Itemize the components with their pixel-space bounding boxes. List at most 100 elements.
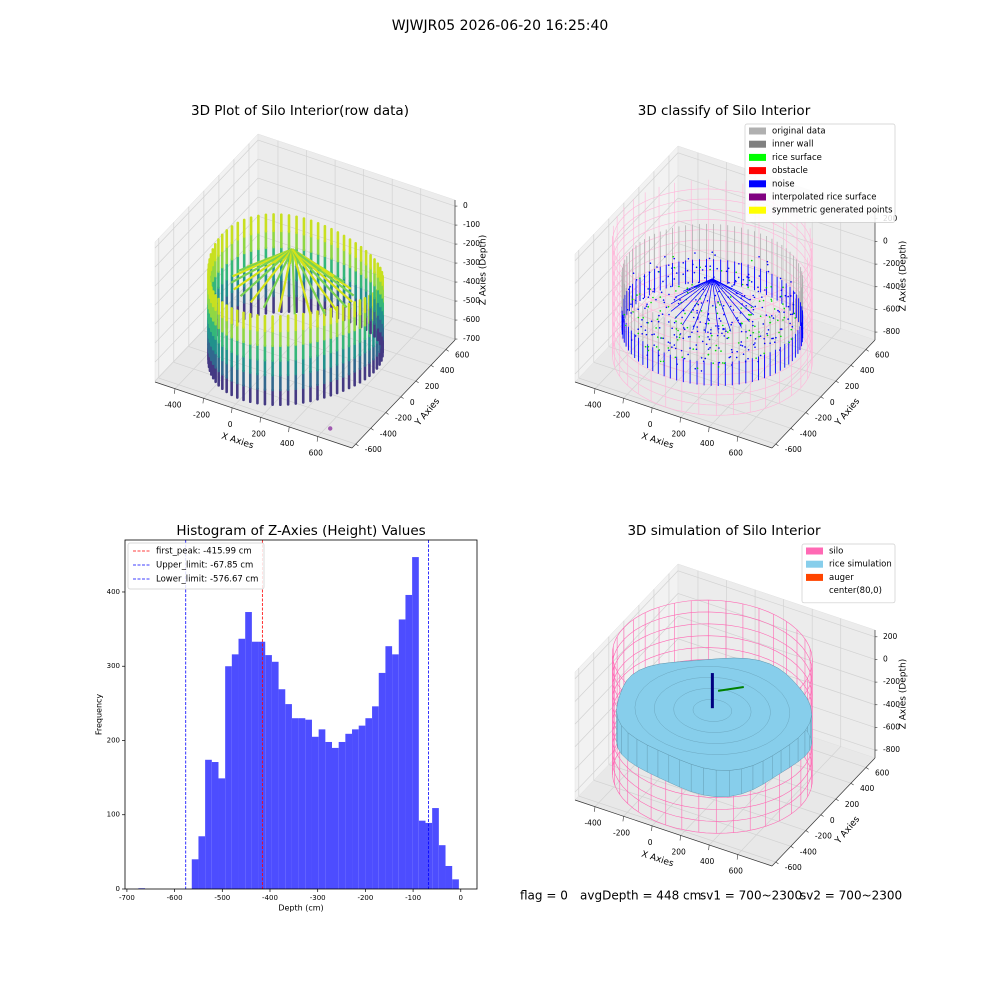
rice-surface — [657, 749, 669, 783]
point-cloud-dot — [782, 303, 784, 305]
histogram-bar — [191, 859, 199, 889]
histogram-bar — [258, 641, 266, 889]
point-cloud-dot — [753, 343, 755, 346]
grid-line — [154, 158, 259, 268]
point-cloud-dot — [644, 307, 646, 310]
status-text: sv1 = 700~2300 — [700, 889, 802, 903]
tick-mark — [651, 825, 653, 831]
point-cloud-dot — [667, 275, 670, 278]
y-tick-label: 400 — [860, 366, 875, 375]
point-cloud-dot — [632, 311, 634, 313]
x-tick-label: -100 — [405, 894, 421, 902]
point-cloud-dot — [755, 357, 757, 359]
point-cloud-dot — [713, 276, 715, 278]
point-cloud-dot — [691, 331, 693, 334]
point-cloud-dot — [770, 315, 773, 317]
point-cloud-dot — [736, 350, 738, 353]
point-cloud-dot — [641, 318, 643, 321]
axis-line — [574, 799, 773, 867]
point-cloud-dot — [790, 281, 792, 283]
x-tick-label: 600 — [729, 449, 744, 458]
point-cloud-dot — [662, 299, 665, 301]
point-cloud-dot — [700, 310, 703, 312]
point-cloud-dot — [650, 320, 653, 323]
rice-surface — [691, 763, 704, 796]
point-cloud-dot — [769, 342, 771, 344]
point-cloud-dot — [721, 362, 724, 364]
legend-swatch — [806, 573, 823, 581]
point-cloud-dot — [657, 320, 660, 323]
rice-surface — [741, 765, 754, 795]
histogram-bar — [412, 557, 419, 889]
x-tick-label: -400 — [262, 894, 278, 902]
point-cloud-dot — [721, 332, 723, 335]
point-cloud-dot — [766, 260, 769, 263]
point-cloud-dot — [686, 326, 689, 329]
point-cloud-stroke — [277, 249, 294, 313]
point-cloud-dot — [683, 328, 686, 331]
point-cloud-stroke — [291, 248, 348, 309]
point-cloud-dot — [660, 291, 663, 294]
subplot-title: 3D Plot of Silo Interior(row data) — [191, 103, 409, 119]
point-cloud-dot — [720, 269, 723, 272]
grid-line — [623, 330, 821, 398]
x-tick-label: 400 — [700, 857, 715, 866]
point-cloud-stroke — [291, 248, 312, 316]
point-cloud-dot — [765, 314, 768, 316]
point-cloud-stroke — [712, 278, 719, 334]
point-cloud-dot — [728, 356, 731, 359]
x-tick-label: -200 — [193, 410, 210, 419]
rice-surface — [716, 769, 730, 797]
y-tick-label: -400 — [800, 429, 817, 438]
point-cloud-dot — [686, 291, 689, 294]
point-cloud-dot — [636, 294, 638, 296]
point-cloud-dot — [629, 285, 631, 288]
point-cloud-dot — [748, 279, 751, 282]
point-cloud-dot — [630, 312, 632, 314]
grid-line — [154, 215, 259, 325]
point-cloud-dot — [672, 255, 675, 258]
rice-mesh — [634, 666, 790, 755]
point-cloud-dot — [676, 336, 678, 338]
point-cloud-dot — [754, 337, 757, 340]
z-tick-label: -400 — [883, 700, 900, 709]
point-cloud-dot — [725, 270, 728, 273]
legend-label: inner wall — [772, 140, 813, 150]
z-tick-label: 0 — [463, 201, 468, 210]
point-cloud-dot — [714, 254, 716, 256]
point-cloud-dot — [682, 337, 685, 340]
grid-line — [677, 570, 876, 638]
point-cloud-dot — [648, 271, 651, 274]
histogram-bar — [365, 718, 373, 889]
point-cloud-dot — [722, 327, 725, 330]
point-cloud-stroke — [670, 278, 713, 305]
point-cloud-stroke — [712, 278, 750, 323]
point-cloud-dot — [719, 303, 721, 306]
point-cloud-dot — [782, 286, 784, 289]
y-tick-label: 400 — [860, 784, 875, 793]
histogram-bar — [418, 820, 426, 889]
point-cloud-dot — [697, 303, 700, 306]
point-cloud-dot — [732, 309, 735, 311]
histogram-bar — [385, 646, 393, 889]
point-cloud-dot — [754, 346, 756, 349]
point-cloud-dot — [725, 330, 727, 333]
point-cloud-dot — [642, 297, 645, 300]
point-cloud-dot — [692, 348, 695, 350]
histogram-bar — [438, 845, 446, 889]
point-cloud-dot — [630, 303, 632, 305]
point-cloud-dot — [718, 290, 720, 293]
point-cloud-dot — [730, 323, 733, 326]
point-cloud-dot — [754, 342, 756, 344]
point-cloud-dot — [694, 367, 697, 370]
grid-line — [677, 615, 876, 683]
grid-line — [154, 234, 259, 344]
grid-line — [574, 265, 679, 375]
axis-line — [351, 339, 456, 449]
point-cloud-dot — [751, 320, 754, 323]
point-cloud-dot — [736, 317, 738, 319]
rice-surface — [616, 657, 812, 771]
x-tick-label: -700 — [119, 894, 135, 902]
z-tick-label: -600 — [883, 722, 900, 731]
histogram-bar — [358, 725, 366, 889]
